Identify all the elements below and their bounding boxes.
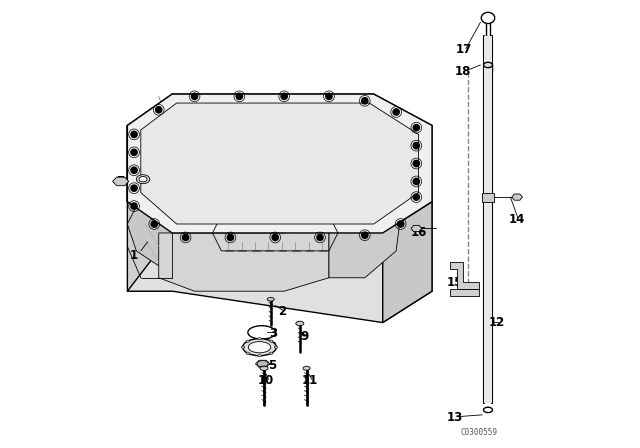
- Circle shape: [182, 234, 189, 241]
- Ellipse shape: [258, 338, 261, 340]
- Text: 12: 12: [489, 316, 505, 329]
- Ellipse shape: [246, 340, 250, 342]
- Ellipse shape: [258, 355, 261, 357]
- Circle shape: [326, 93, 332, 99]
- Circle shape: [413, 194, 419, 200]
- Circle shape: [131, 203, 137, 209]
- Circle shape: [131, 185, 137, 191]
- Ellipse shape: [296, 321, 304, 326]
- Polygon shape: [159, 224, 329, 291]
- Polygon shape: [127, 94, 432, 233]
- Polygon shape: [113, 177, 129, 186]
- Ellipse shape: [248, 342, 271, 353]
- Text: 15: 15: [446, 276, 463, 289]
- Text: 11: 11: [302, 374, 318, 388]
- Circle shape: [413, 142, 419, 149]
- Polygon shape: [383, 202, 432, 323]
- Polygon shape: [329, 188, 401, 278]
- Circle shape: [413, 125, 419, 131]
- Circle shape: [156, 107, 162, 113]
- Text: 17: 17: [455, 43, 472, 56]
- Circle shape: [191, 93, 198, 99]
- Text: 16: 16: [410, 226, 427, 240]
- Ellipse shape: [136, 175, 150, 184]
- Circle shape: [393, 109, 399, 115]
- Ellipse shape: [243, 339, 276, 356]
- Ellipse shape: [139, 177, 147, 182]
- Ellipse shape: [484, 62, 493, 68]
- Text: 13: 13: [446, 411, 463, 424]
- Circle shape: [131, 149, 137, 155]
- Text: 7: 7: [116, 175, 125, 188]
- Ellipse shape: [269, 340, 273, 342]
- Circle shape: [362, 232, 368, 238]
- Ellipse shape: [260, 366, 268, 370]
- Text: 3: 3: [269, 327, 277, 340]
- Polygon shape: [255, 360, 270, 367]
- Text: 10: 10: [258, 374, 275, 388]
- Circle shape: [397, 221, 404, 227]
- Text: 1: 1: [130, 249, 138, 262]
- Text: 6: 6: [140, 172, 148, 186]
- Circle shape: [227, 234, 234, 241]
- Text: 14: 14: [509, 213, 525, 226]
- Text: 9: 9: [300, 329, 308, 343]
- Ellipse shape: [241, 346, 244, 349]
- Polygon shape: [450, 262, 479, 289]
- Polygon shape: [127, 179, 230, 269]
- Ellipse shape: [275, 346, 278, 349]
- Polygon shape: [127, 125, 172, 291]
- Circle shape: [131, 131, 137, 138]
- Circle shape: [236, 93, 243, 99]
- Text: 2: 2: [278, 305, 286, 318]
- Circle shape: [281, 93, 287, 99]
- Text: 4: 4: [268, 340, 276, 354]
- Polygon shape: [512, 194, 522, 200]
- Text: 18: 18: [455, 65, 472, 78]
- Ellipse shape: [267, 297, 275, 301]
- Polygon shape: [411, 225, 422, 232]
- Circle shape: [413, 178, 419, 185]
- Polygon shape: [482, 193, 494, 202]
- Text: 8: 8: [155, 175, 163, 188]
- Ellipse shape: [246, 352, 250, 354]
- Text: C0300559: C0300559: [461, 428, 497, 437]
- Circle shape: [131, 167, 137, 173]
- Polygon shape: [484, 36, 492, 403]
- Ellipse shape: [303, 366, 310, 370]
- Polygon shape: [163, 116, 396, 202]
- Circle shape: [272, 234, 278, 241]
- Ellipse shape: [269, 352, 273, 354]
- Polygon shape: [141, 103, 419, 224]
- Polygon shape: [145, 108, 414, 220]
- Circle shape: [362, 98, 368, 104]
- Circle shape: [413, 160, 419, 167]
- Polygon shape: [127, 94, 432, 233]
- Polygon shape: [450, 289, 479, 296]
- Circle shape: [317, 234, 323, 241]
- Text: 5: 5: [268, 358, 276, 372]
- Circle shape: [151, 221, 157, 227]
- Polygon shape: [127, 202, 432, 323]
